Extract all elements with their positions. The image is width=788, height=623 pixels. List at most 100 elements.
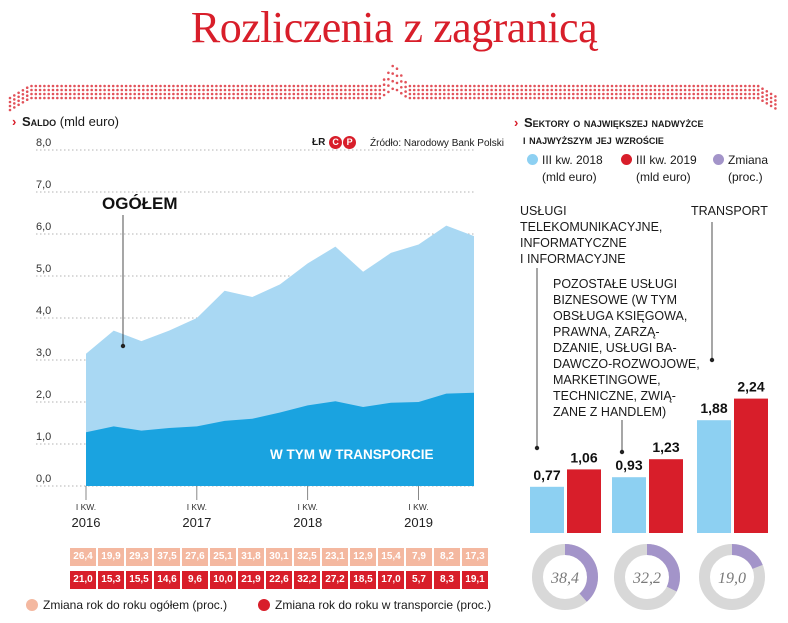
decorative-dot <box>116 96 119 100</box>
decorative-dot <box>640 88 644 92</box>
decorative-dot <box>417 88 420 92</box>
y-tick-label: 0,0 <box>36 473 51 485</box>
decorative-dot <box>68 88 72 92</box>
decorative-dot <box>51 84 55 88</box>
decorative-dot <box>589 84 592 88</box>
yoy-value-box: 17,0 <box>378 571 404 589</box>
decorative-dot <box>640 92 644 96</box>
decorative-dot <box>486 88 489 92</box>
decorative-dot <box>623 96 627 100</box>
decorative-dot <box>679 88 683 92</box>
decorative-dot <box>137 84 141 88</box>
decorative-dot <box>649 92 652 96</box>
decorative-dot <box>348 88 352 92</box>
decorative-dot <box>769 92 773 96</box>
decorative-dot <box>13 102 16 105</box>
x-tick-quarter: I KW. <box>298 502 318 512</box>
decorative-dot <box>159 84 162 88</box>
sector-leader-telecom-dot <box>534 445 540 451</box>
decorative-dot <box>752 88 756 92</box>
decorative-dot <box>662 96 665 100</box>
decorative-dot <box>387 90 390 94</box>
decorative-dot <box>296 92 300 96</box>
decorative-dot <box>610 88 614 92</box>
decorative-dot <box>511 88 515 92</box>
decorative-dot <box>425 96 429 100</box>
sector-label-line: Pozostałe usługi <box>553 277 678 291</box>
decorative-dot <box>670 84 674 88</box>
decorative-dot <box>541 96 545 100</box>
decorative-dot <box>533 88 536 92</box>
decorative-dot <box>494 92 498 96</box>
decorative-dot <box>533 96 536 100</box>
decorative-dot <box>339 92 343 96</box>
decorative-dot <box>739 92 743 96</box>
decorative-dot <box>391 79 395 83</box>
decorative-dot <box>537 92 541 96</box>
decorative-dot <box>735 84 738 88</box>
decorative-dot <box>761 87 764 90</box>
decorative-dot <box>81 88 85 92</box>
decorative-dot <box>696 92 700 96</box>
decorative-dot <box>756 84 760 88</box>
decorative-dot <box>658 96 661 100</box>
decorative-dot <box>718 88 721 92</box>
decorative-dot <box>326 88 330 92</box>
decorative-dot <box>404 95 407 98</box>
decorative-dot <box>451 92 455 96</box>
decorative-dot <box>124 84 128 88</box>
decorative-dot <box>142 84 145 88</box>
decorative-dot <box>529 96 532 100</box>
decorative-dot <box>387 77 390 81</box>
decorative-dot <box>580 88 584 92</box>
decorative-dot <box>692 96 695 100</box>
decorative-dot <box>236 92 240 96</box>
decorative-dot <box>47 88 50 92</box>
decorative-dot <box>765 90 769 93</box>
decorative-dot <box>726 92 730 96</box>
decorative-dot <box>17 95 20 99</box>
decorative-dot <box>288 88 291 92</box>
decorative-dot <box>645 88 648 92</box>
decorative-dot <box>752 84 756 88</box>
decorative-dot <box>645 92 648 96</box>
decorative-dot <box>142 96 145 100</box>
decorative-dot <box>645 96 648 100</box>
decorative-dot <box>86 88 89 92</box>
decorative-dot <box>696 88 700 92</box>
decorative-dot <box>77 84 81 88</box>
decorative-dot <box>541 88 545 92</box>
decorative-dot <box>705 92 708 96</box>
decorative-dot <box>490 88 493 92</box>
decorative-dot <box>653 88 657 92</box>
decorative-dot <box>481 96 485 100</box>
decorative-dot <box>606 96 609 100</box>
decorative-dot <box>185 88 188 92</box>
decorative-dot <box>679 84 683 88</box>
decorative-dot <box>520 96 523 100</box>
decorative-dot <box>486 92 489 96</box>
decorative-dot <box>477 92 481 96</box>
decorative-dot <box>735 88 738 92</box>
decorative-dot <box>744 96 747 100</box>
decorative-dot <box>615 96 618 100</box>
decorative-dot <box>464 88 468 92</box>
decorative-dot <box>636 88 640 92</box>
decorative-dot <box>709 84 713 88</box>
decorative-dot <box>533 84 536 88</box>
decorative-dot <box>623 92 627 96</box>
donut-value-label: 32,2 <box>632 570 661 587</box>
decorative-dot <box>215 84 218 88</box>
sector-label-line: prawna, zarzą- <box>553 325 660 339</box>
decorative-dot <box>658 84 661 88</box>
decorative-dot <box>692 92 695 96</box>
decorative-dot <box>593 88 597 92</box>
decorative-dot <box>129 92 132 96</box>
decorative-dot <box>503 96 506 100</box>
decorative-dot <box>163 88 167 92</box>
decorative-dot <box>103 84 106 88</box>
sector-leader-business-dot <box>619 449 625 455</box>
y-tick-label: 6,0 <box>36 221 51 233</box>
decorative-dot <box>412 88 416 92</box>
decorative-dot <box>666 88 670 92</box>
